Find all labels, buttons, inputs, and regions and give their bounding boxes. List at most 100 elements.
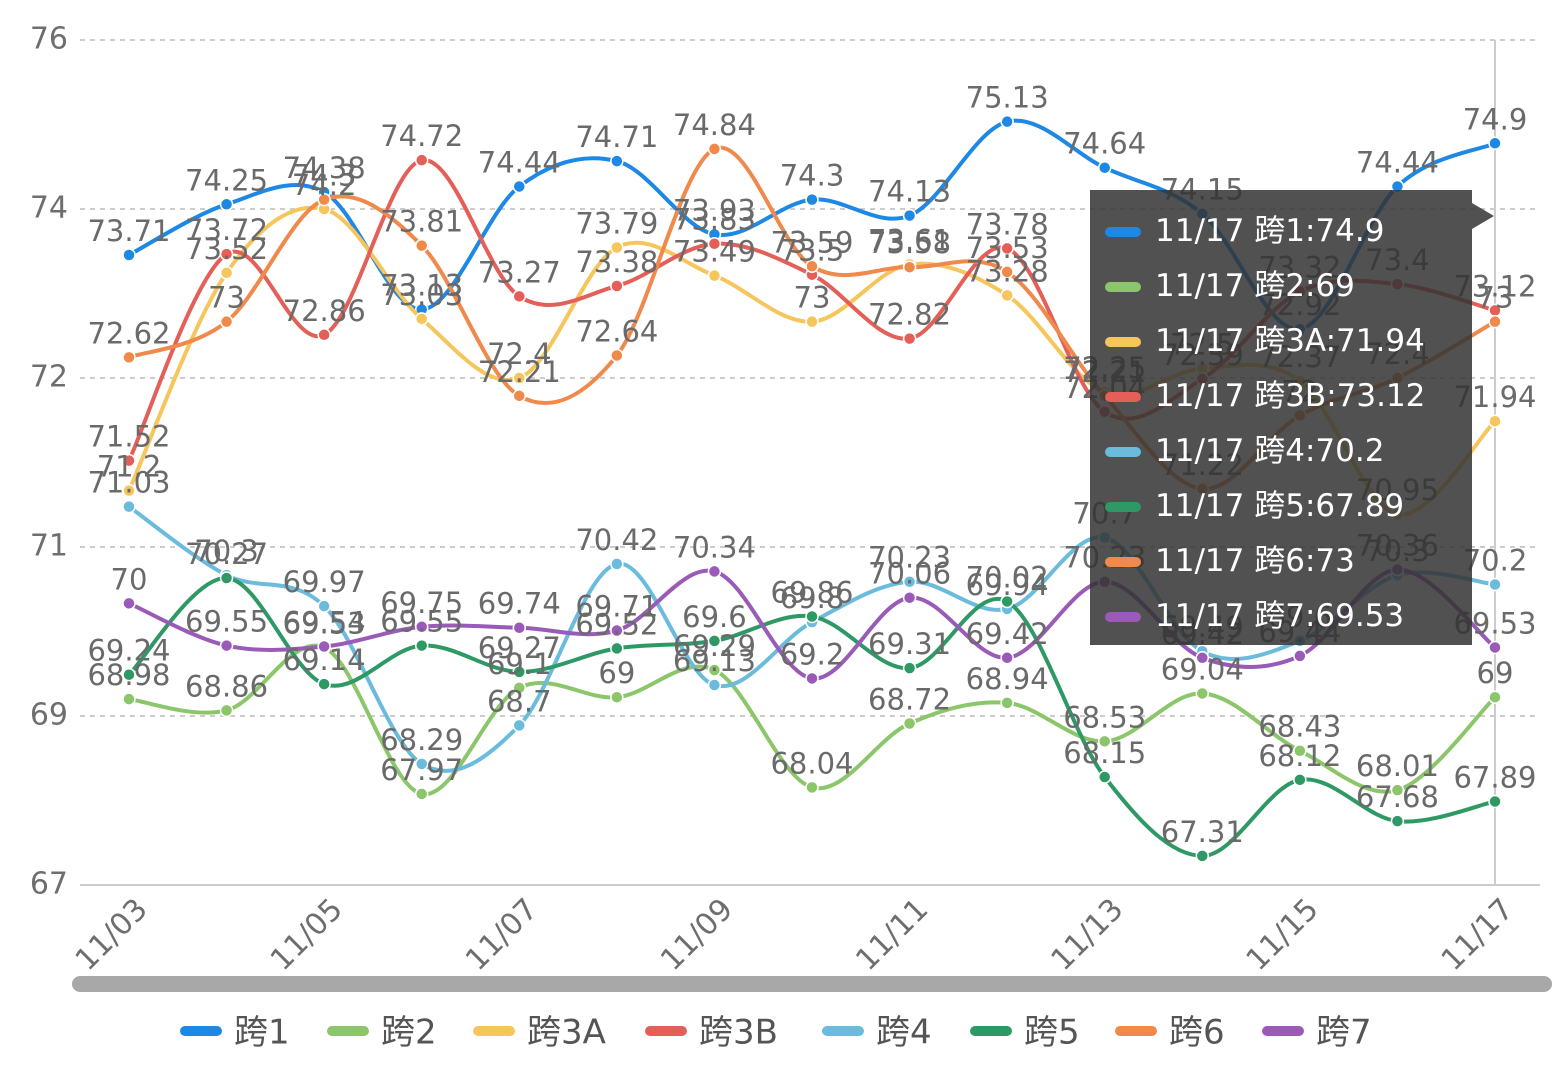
tooltip-swatch (1105, 282, 1141, 292)
value-label: 68.72 (868, 683, 951, 717)
point (122, 499, 136, 514)
value-label: 73.81 (380, 205, 463, 239)
y-tick-label: 76 (30, 22, 68, 57)
point (1390, 814, 1405, 828)
point (902, 260, 917, 274)
tooltip-swatch (1105, 447, 1141, 457)
value-label: 73.58 (868, 226, 951, 260)
value-label: 69.6 (682, 600, 747, 634)
value-label: 68.7 (487, 684, 552, 718)
tooltip-swatch (1105, 612, 1141, 622)
value-label: 68.15 (1063, 736, 1146, 770)
tooltip-part: 71.94 (1336, 323, 1425, 359)
value-label: 74.64 (1063, 127, 1146, 161)
tooltip-part: 11/17 (1155, 488, 1244, 524)
legend-swatch (970, 1026, 1012, 1036)
point (1293, 743, 1307, 758)
point (1488, 690, 1502, 704)
value-label: 69.13 (673, 644, 756, 678)
tooltip-part: : (1305, 268, 1315, 304)
value-label: 69 (1477, 656, 1514, 690)
point (707, 142, 722, 156)
value-label: 74.44 (1356, 145, 1439, 179)
tooltip-part: : (1305, 488, 1315, 524)
scrollbar[interactable] (72, 976, 1552, 992)
tooltip-part: 69 (1315, 268, 1354, 304)
point (317, 677, 331, 691)
line (128, 643, 1497, 796)
point (707, 678, 722, 692)
value-label: 73.53 (966, 231, 1049, 265)
value-label: 74.71 (575, 120, 658, 154)
value-label: 68.94 (966, 662, 1049, 696)
tooltip-part: : (1326, 378, 1336, 414)
x-tick-label: 11/03 (69, 892, 155, 978)
tooltip-part: 74.9 (1315, 213, 1384, 249)
value-label: 67.97 (380, 753, 463, 787)
x-tick-label: 11/11 (849, 892, 935, 978)
point (610, 623, 624, 638)
tooltip-part: 跨1 (1254, 213, 1305, 249)
point (512, 371, 527, 385)
point (707, 634, 722, 648)
tooltip-part (1244, 213, 1254, 249)
point (902, 574, 917, 589)
point (1488, 314, 1502, 329)
value-label: 71.03 (87, 466, 170, 500)
point (1000, 241, 1014, 256)
point (414, 312, 429, 326)
point (805, 314, 819, 329)
value-label: 70.42 (575, 523, 658, 557)
point (1195, 651, 1210, 665)
value-label: 73.93 (673, 193, 756, 227)
x-tick-label: 11/07 (459, 892, 545, 978)
tooltip-part: 跨5 (1254, 488, 1305, 524)
point (414, 238, 429, 253)
point (610, 690, 624, 704)
legend-swatch (1262, 1026, 1304, 1036)
point (122, 350, 136, 365)
legend-label: 跨3A (527, 1013, 606, 1053)
point (219, 314, 234, 329)
point (805, 192, 819, 207)
value-label: 74.3 (292, 159, 357, 193)
legend-label: 跨5 (1024, 1013, 1080, 1053)
value-label: 71.52 (87, 420, 170, 454)
tooltip-part (1244, 323, 1254, 359)
value-label: 69.97 (283, 565, 366, 599)
value-label: 70 (111, 562, 148, 596)
value-label: 69.2 (780, 637, 845, 671)
line (127, 575, 1496, 858)
tooltip-part: 11/17 (1155, 213, 1244, 249)
tooltip-part: 11/17 (1155, 323, 1244, 359)
value-label: 73 (1477, 281, 1514, 315)
point (122, 596, 136, 611)
value-label: 68.98 (87, 658, 170, 692)
value-label: 69 (598, 656, 635, 690)
tooltip-part: 11/17 (1155, 543, 1244, 579)
value-label: 73.52 (185, 232, 268, 266)
value-label: 69.1 (487, 647, 552, 681)
tooltip-part: 11/17 (1155, 433, 1244, 469)
tooltip-swatch (1105, 227, 1141, 237)
point (219, 247, 234, 261)
point (902, 590, 917, 605)
point (414, 638, 429, 653)
value-label: 68.04 (770, 746, 853, 780)
tooltip-part (1244, 268, 1254, 304)
value-label: 73.61 (868, 223, 951, 257)
point (610, 240, 624, 255)
value-label: 73.03 (380, 278, 463, 312)
point (1195, 686, 1210, 701)
point (902, 331, 917, 346)
value-label: 68.12 (1258, 739, 1341, 773)
value-label: 74.2 (292, 168, 357, 202)
legend[interactable]: 跨1 跨2 跨3A 跨3B 跨4 跨5 跨6 跨7 (180, 1013, 1372, 1053)
point (219, 638, 234, 653)
point (122, 692, 136, 706)
value-label: 67.68 (1356, 780, 1439, 814)
y-tick-label: 74 (30, 191, 68, 226)
point (317, 328, 331, 342)
value-label: 74.9 (1463, 102, 1528, 136)
tooltip-part: 69.53 (1315, 598, 1404, 634)
